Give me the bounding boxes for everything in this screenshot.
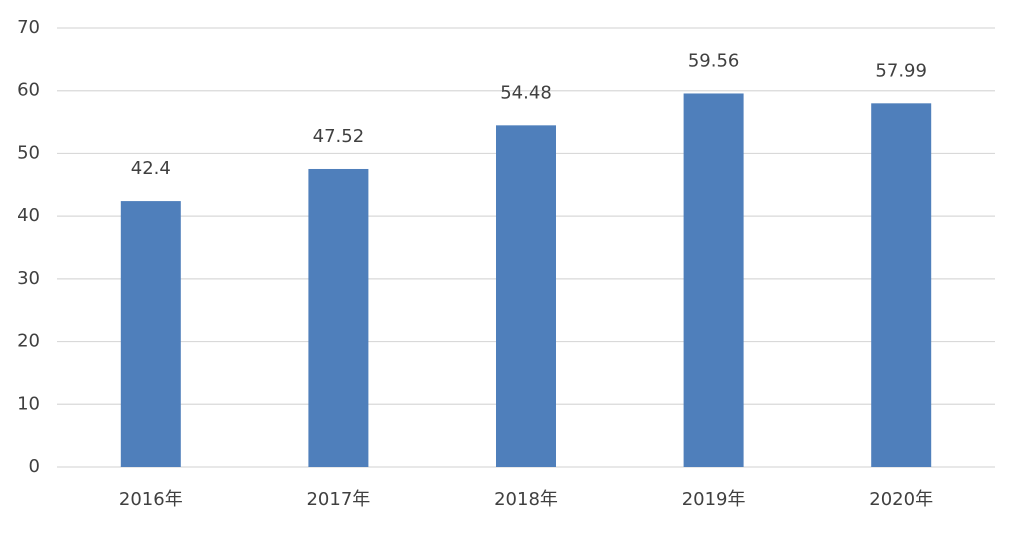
y-tick-label: 50 [17, 142, 40, 163]
data-label: 54.48 [500, 82, 552, 103]
y-tick-label: 30 [17, 268, 40, 289]
x-tick-label: 2017年 [306, 489, 370, 510]
bar [496, 125, 556, 467]
x-tick-label: 2018年 [494, 489, 558, 510]
x-tick-label: 2020年 [869, 489, 933, 510]
data-label: 57.99 [875, 60, 927, 81]
data-label: 59.56 [688, 50, 740, 71]
y-tick-label: 40 [17, 205, 40, 226]
data-label: 42.4 [131, 158, 171, 179]
y-tick-label: 60 [17, 80, 40, 101]
data-label: 47.52 [313, 126, 365, 147]
y-tick-label: 10 [17, 393, 40, 414]
y-tick-label: 20 [17, 331, 40, 352]
y-tick-label: 0 [29, 456, 40, 477]
bar [120, 201, 181, 467]
bar [871, 103, 932, 467]
bar [683, 93, 744, 467]
y-tick-label: 70 [17, 17, 40, 38]
x-tick-label: 2016年 [119, 489, 183, 510]
bar [308, 168, 369, 467]
x-tick-label: 2019年 [682, 489, 746, 510]
